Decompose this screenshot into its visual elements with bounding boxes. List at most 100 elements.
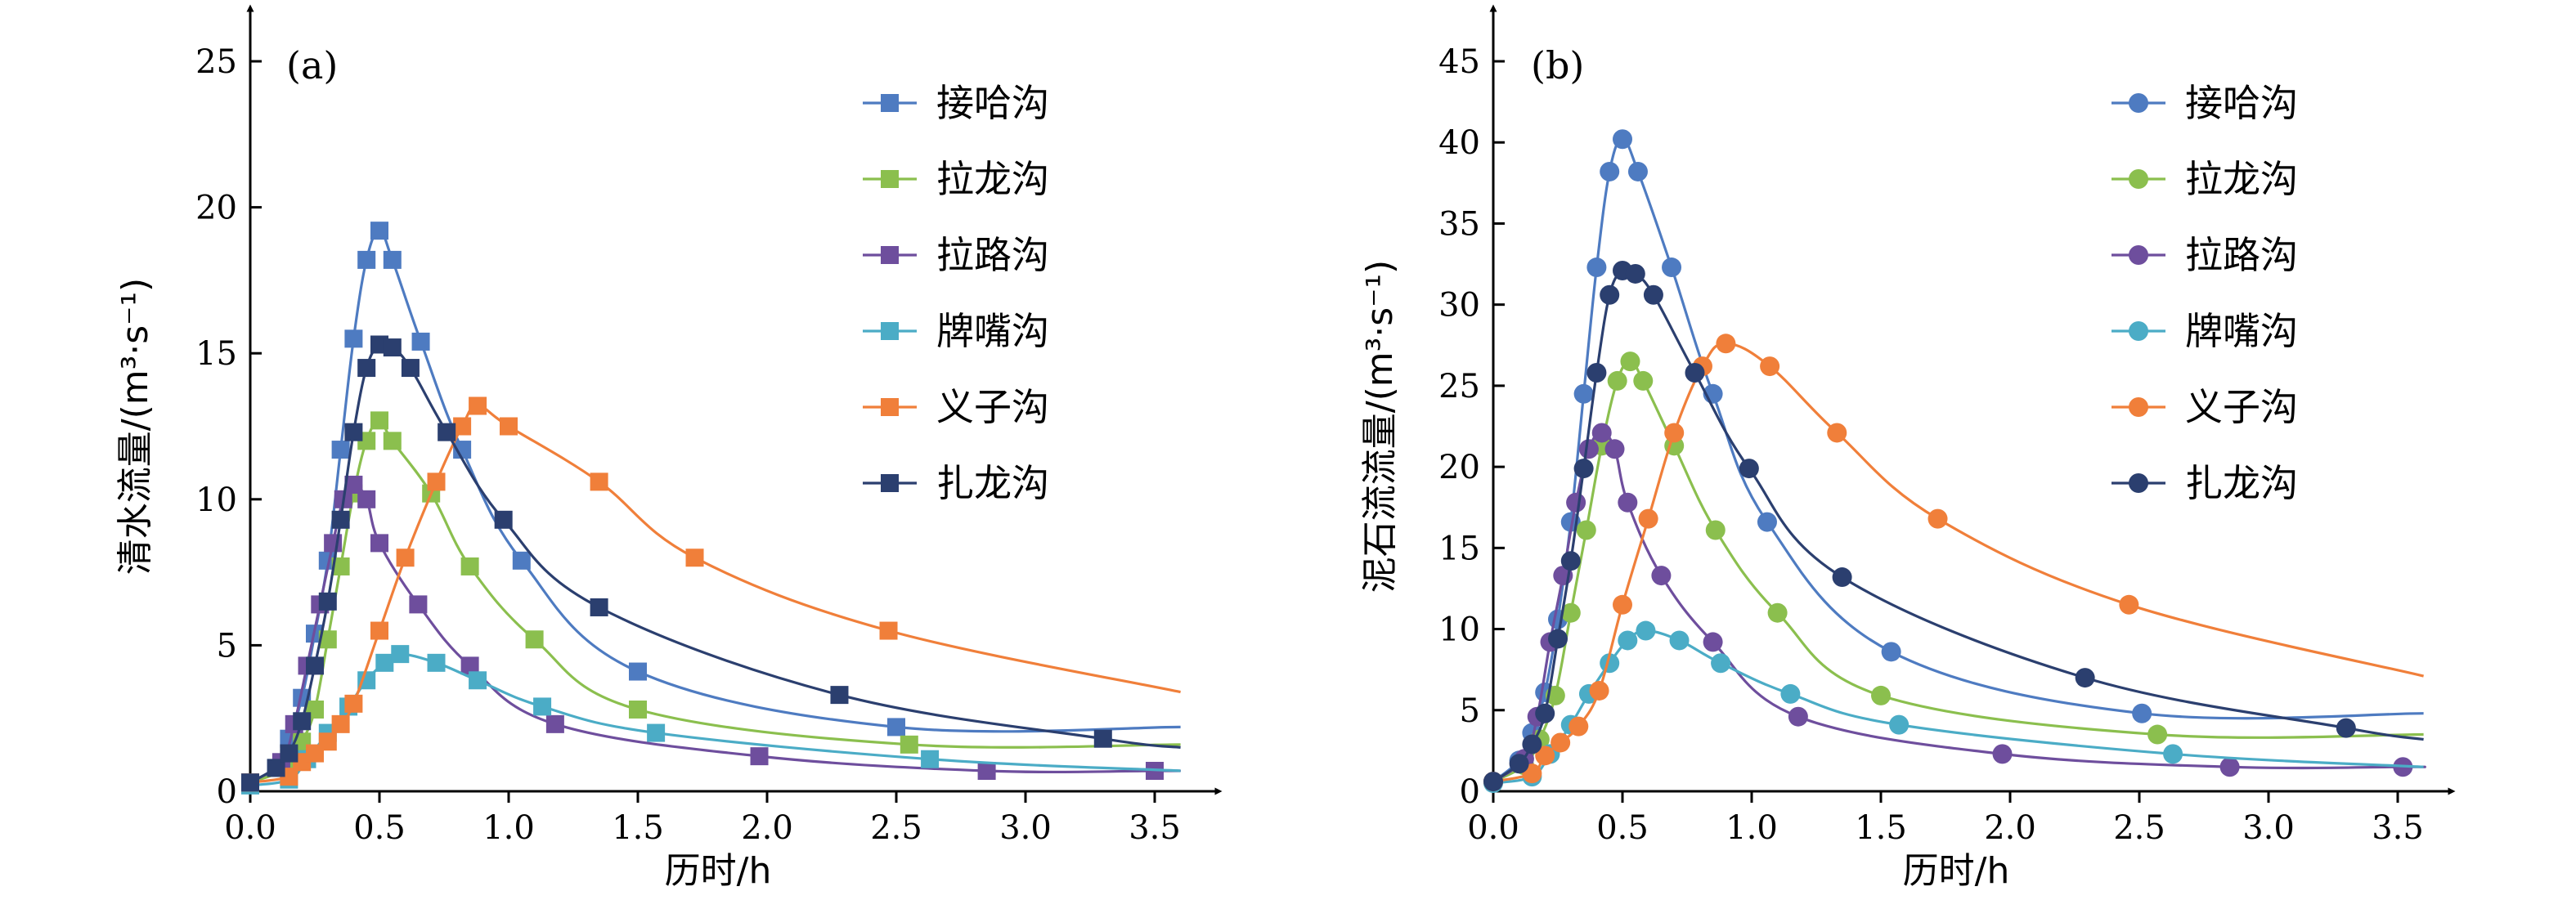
data-point xyxy=(370,411,388,430)
y-axis-label: 清水流量/(m³·s⁻¹) xyxy=(114,278,156,575)
data-point xyxy=(1535,703,1555,723)
legend-label: 扎龙沟 xyxy=(936,461,1049,505)
data-point xyxy=(2075,668,2095,688)
x-tick-label: 1.5 xyxy=(612,809,664,847)
legend-marker xyxy=(2129,245,2148,265)
data-point xyxy=(2336,718,2356,738)
data-point xyxy=(830,686,849,705)
x-tick-label: 2.0 xyxy=(741,809,793,847)
legend-marker xyxy=(881,170,899,188)
data-point xyxy=(1669,630,1690,651)
data-point xyxy=(306,656,324,675)
y-tick-label: 15 xyxy=(195,335,237,373)
data-point xyxy=(370,534,388,553)
data-point xyxy=(1992,744,2013,764)
y-tick-label: 5 xyxy=(1460,692,1480,730)
data-point xyxy=(1625,263,1645,284)
chart-panel-a: 0 5 10 15 20 25 0.0 0.5 1.0 1.5 2.0 2.5 3.0 3.5 历时/h 清水… xyxy=(114,4,1223,892)
data-point xyxy=(1560,551,1581,571)
data-point xyxy=(401,359,420,378)
data-point xyxy=(2163,744,2183,764)
data-point xyxy=(1760,356,1780,377)
data-point xyxy=(500,417,518,436)
data-point xyxy=(1548,629,1568,649)
legend-label: 牌嘴沟 xyxy=(2185,309,2298,353)
data-point xyxy=(1551,732,1571,753)
data-point xyxy=(629,700,647,719)
data-point xyxy=(396,549,415,567)
data-point xyxy=(977,761,996,780)
legend-marker xyxy=(881,398,899,416)
y-tick-label: 25 xyxy=(1438,368,1480,405)
y-tick-label: 0 xyxy=(217,773,237,811)
legend-marker xyxy=(881,94,899,112)
data-point xyxy=(267,759,285,777)
data-point xyxy=(1651,566,1672,586)
data-point xyxy=(647,723,666,742)
data-point xyxy=(1483,772,1503,792)
data-point xyxy=(1627,161,1648,181)
legend-label: 义子沟 xyxy=(2185,385,2298,429)
x-tick-label: 2.5 xyxy=(2113,809,2165,847)
data-point xyxy=(1662,257,1682,278)
x-tick-label: 3.5 xyxy=(2372,809,2424,847)
data-point xyxy=(1618,492,1638,513)
legend-label: 接哈沟 xyxy=(2185,81,2298,125)
y-tick-label: 35 xyxy=(1438,205,1480,243)
panel-label: (a) xyxy=(286,43,338,87)
data-point xyxy=(1586,363,1607,383)
legend-label: 拉路沟 xyxy=(2185,233,2298,277)
data-point xyxy=(1591,423,1612,443)
data-point xyxy=(1757,512,1777,532)
data-point xyxy=(427,653,446,672)
data-point xyxy=(1705,520,1726,540)
data-point xyxy=(494,510,513,529)
data-point xyxy=(438,423,456,441)
x-tick-label: 2.0 xyxy=(1984,809,2036,847)
data-point xyxy=(1928,508,1948,529)
data-point xyxy=(2147,724,2168,745)
data-point xyxy=(1604,439,1625,459)
data-point xyxy=(344,329,363,348)
data-point xyxy=(383,432,402,450)
data-point xyxy=(879,621,898,640)
legend-marker xyxy=(881,246,899,264)
data-point xyxy=(318,732,337,751)
data-point xyxy=(525,630,544,649)
data-point xyxy=(1613,129,1632,150)
data-point xyxy=(453,417,472,436)
data-point xyxy=(1780,683,1801,704)
y-tick-label: 20 xyxy=(195,190,237,227)
data-point xyxy=(1560,602,1581,623)
data-point xyxy=(357,359,376,378)
data-point xyxy=(331,441,350,459)
data-point xyxy=(921,750,940,768)
legend-label: 牌嘴沟 xyxy=(936,309,1049,353)
y-tick-label: 40 xyxy=(1438,124,1480,162)
x-tick-label: 0.5 xyxy=(353,809,406,847)
data-point xyxy=(391,645,410,664)
legend-marker xyxy=(2129,473,2148,493)
data-point xyxy=(533,697,552,716)
data-point xyxy=(1573,459,1594,479)
data-point xyxy=(1576,520,1596,540)
data-point xyxy=(383,250,402,269)
legend-marker xyxy=(881,474,899,492)
data-point xyxy=(318,630,337,649)
data-point xyxy=(357,250,376,269)
data-point xyxy=(1618,630,1638,651)
series-line xyxy=(1492,629,2424,785)
data-point xyxy=(2119,594,2139,615)
data-point xyxy=(318,592,337,611)
data-point xyxy=(460,557,479,575)
x-tick-label: 3.5 xyxy=(1129,809,1181,847)
data-point xyxy=(685,549,704,567)
data-point xyxy=(1620,351,1640,372)
x-tick-label: 0.0 xyxy=(1467,809,1519,847)
data-point xyxy=(1535,746,1555,766)
data-point xyxy=(1636,620,1656,641)
series-line xyxy=(249,652,1181,787)
legend-marker xyxy=(2129,321,2148,341)
y-tick-label: 30 xyxy=(1438,287,1480,325)
data-point xyxy=(411,332,430,351)
